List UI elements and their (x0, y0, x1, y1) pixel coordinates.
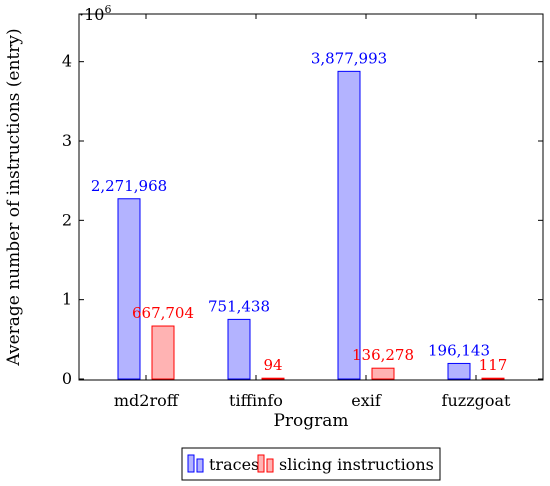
data-label-slicing-instructions: 94 (263, 356, 282, 374)
bar-traces-exif (337, 70, 361, 380)
y-tick-label: 3 (62, 131, 72, 150)
y-tick-label: 2 (62, 210, 72, 229)
data-label-traces: 751,438 (208, 297, 270, 315)
data-label-traces: 196,143 (428, 341, 490, 359)
x-tick-label: fuzzgoat (442, 391, 512, 410)
legend-label-traces: traces (209, 455, 259, 474)
data-label-traces: 2,271,968 (91, 177, 167, 195)
legend: traces slicing instructions (181, 447, 441, 481)
data-label-slicing-instructions: 117 (479, 356, 508, 374)
bar-slicing-instructions-exif (371, 367, 395, 380)
y-tick-label: 4 (62, 52, 72, 71)
data-label-slicing-instructions: 667,704 (132, 304, 194, 322)
legend-swatch-slicing-instructions (257, 454, 274, 473)
legend-box (181, 447, 441, 481)
data-label-traces: 3,877,993 (311, 49, 387, 67)
y-tick-label: 1 (62, 290, 72, 309)
y-scale-base: ·10 (79, 5, 104, 24)
x-tick-label: md2roff (114, 391, 180, 410)
y-scale-label: ·106 (79, 3, 111, 24)
bar-traces-fuzzgoat (447, 362, 471, 380)
bar-traces-md2roff (117, 198, 141, 380)
legend-label-slicing-instructions: slicing instructions (279, 455, 434, 474)
bar-slicing-instructions-tiffinfo (261, 377, 285, 380)
bar-slicing-instructions-fuzzgoat (481, 377, 505, 380)
legend-swatch-traces (187, 454, 204, 473)
x-axis-title: Program (273, 411, 348, 431)
y-axis-title: Average number of instructions (entry) (4, 28, 24, 366)
bar-slicing-instructions-md2roff (151, 325, 175, 380)
y-tick-label: 0 (62, 369, 72, 388)
bar-traces-tiffinfo (227, 318, 251, 380)
x-tick-label: tiffinfo (229, 391, 283, 410)
x-tick-label: exif (351, 391, 382, 410)
data-label-slicing-instructions: 136,278 (352, 346, 414, 364)
y-scale-exponent: 6 (104, 3, 111, 16)
plot-frame (78, 13, 544, 381)
